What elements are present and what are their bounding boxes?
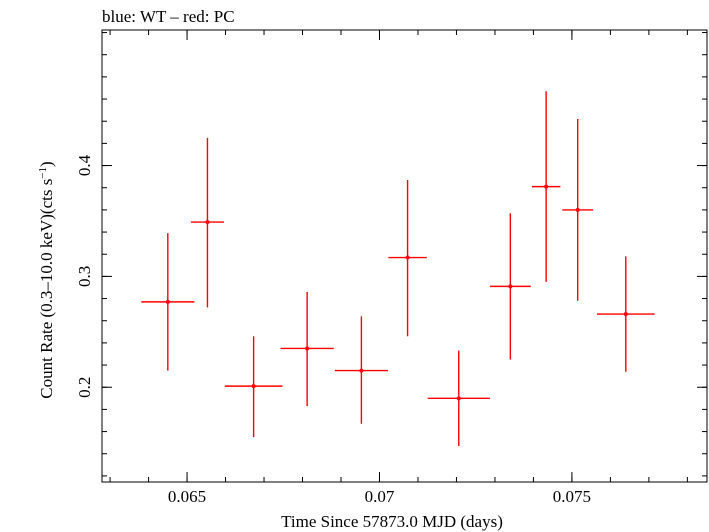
data-point	[190, 137, 225, 308]
y-tick-label: 0.3	[75, 266, 94, 287]
point-marker	[456, 396, 461, 401]
data-point	[489, 213, 531, 360]
y-axis-label-main: Count Rate (0.3–10.0 keV)(cts s	[37, 179, 56, 399]
y-axis-label: Count Rate (0.3–10.0 keV)(cts s−1)	[37, 161, 56, 398]
data-point	[224, 336, 283, 438]
chart-title: blue: WT – red: PC	[102, 7, 235, 26]
data-point	[334, 316, 388, 424]
data-point	[596, 256, 655, 372]
point-marker	[508, 284, 513, 289]
point-marker	[623, 312, 628, 317]
data-point	[531, 91, 561, 282]
point-marker	[575, 207, 580, 212]
data-point	[141, 233, 195, 371]
axis-ticks	[102, 30, 707, 482]
x-axis-label: Time Since 57873.0 MJD (days)	[281, 512, 503, 531]
point-marker	[305, 346, 310, 351]
x-tick-label: 0.07	[365, 487, 395, 506]
axis-tick-labels: 0.065 0.07 0.075 0.2 0.3 0.4	[75, 154, 591, 506]
x-tick-label: 0.065	[168, 487, 206, 506]
data-point	[427, 350, 490, 446]
data-series-pc	[141, 91, 655, 446]
point-marker	[359, 368, 364, 373]
data-point	[280, 291, 334, 407]
data-point	[388, 179, 427, 337]
point-marker	[165, 299, 170, 304]
y-tick-label: 0.2	[75, 377, 94, 398]
plot-frame	[101, 29, 708, 483]
y-axis-label-superscript: −1	[37, 167, 49, 179]
point-marker	[544, 184, 549, 189]
point-marker	[405, 255, 410, 260]
data-point	[562, 119, 594, 301]
y-tick-label: 0.4	[75, 154, 94, 176]
point-marker	[205, 220, 210, 225]
point-marker	[251, 384, 256, 389]
x-tick-label: 0.075	[553, 487, 591, 506]
y-axis-label-end: )	[37, 161, 56, 167]
